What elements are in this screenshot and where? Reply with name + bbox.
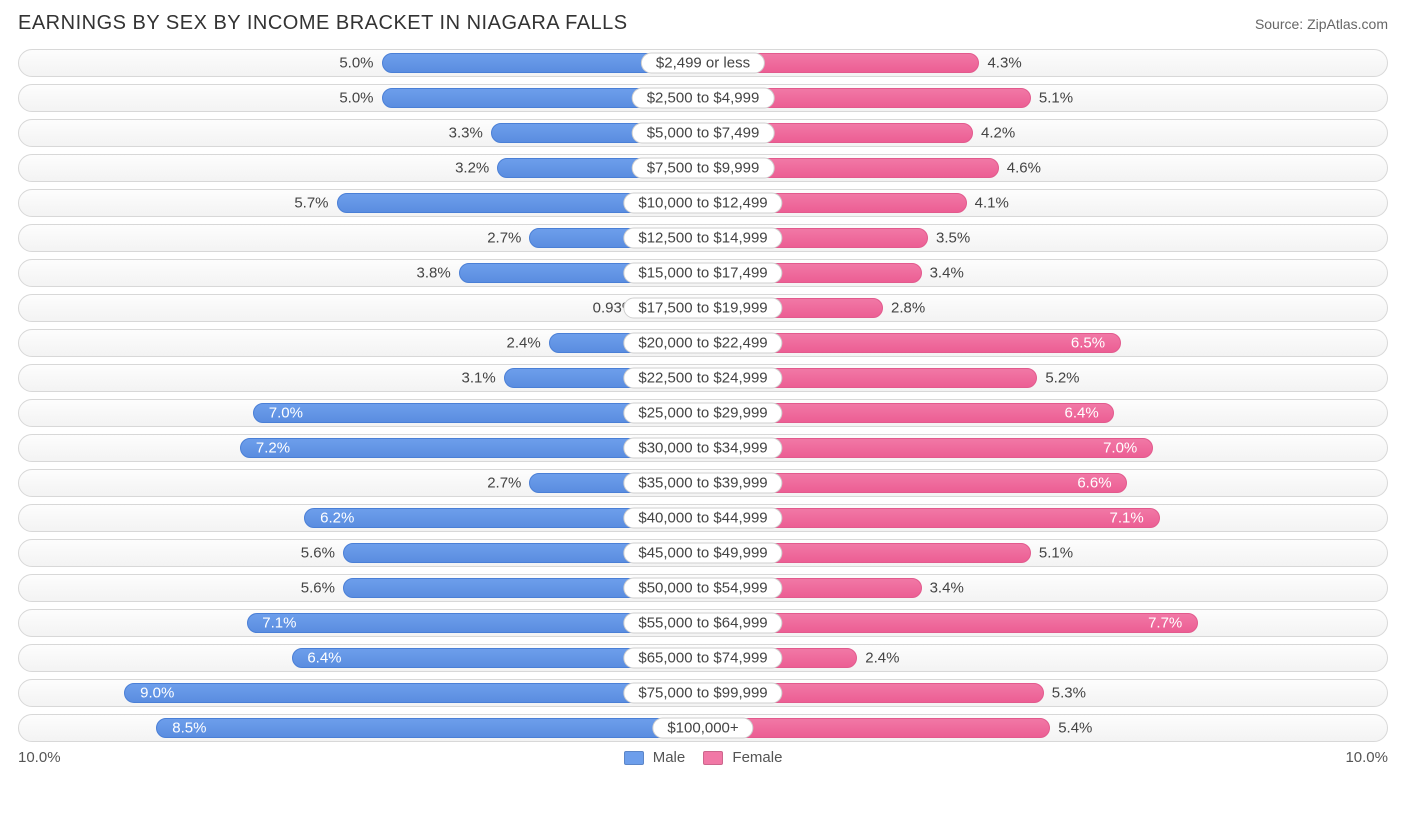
legend-female: Female (703, 749, 782, 766)
category-label: $100,000+ (652, 718, 753, 739)
bar-male (124, 683, 703, 703)
category-label: $17,500 to $19,999 (623, 298, 782, 319)
value-female: 6.5% (1071, 335, 1105, 352)
category-label: $20,000 to $22,499 (623, 333, 782, 354)
chart-row: $5,000 to $7,499 3.3% 4.2% (18, 119, 1388, 147)
category-label: $25,000 to $29,999 (623, 403, 782, 424)
legend-female-label: Female (732, 749, 782, 766)
category-label: $15,000 to $17,499 (623, 263, 782, 284)
value-female: 7.7% (1148, 615, 1182, 632)
category-label: $65,000 to $74,999 (623, 648, 782, 669)
chart-row: $15,000 to $17,499 3.8% 3.4% (18, 259, 1388, 287)
category-label: $2,500 to $4,999 (632, 88, 775, 109)
category-label: $40,000 to $44,999 (623, 508, 782, 529)
value-male: 2.4% (507, 335, 541, 352)
chart-row: $55,000 to $64,999 7.1% 7.7% (18, 609, 1388, 637)
value-female: 4.3% (987, 55, 1021, 72)
value-female: 5.2% (1045, 370, 1079, 387)
category-label: $22,500 to $24,999 (623, 368, 782, 389)
value-male: 5.6% (301, 580, 335, 597)
value-female: 2.8% (891, 300, 925, 317)
value-female: 3.5% (936, 230, 970, 247)
chart-row: $35,000 to $39,999 2.7% 6.6% (18, 469, 1388, 497)
value-male: 7.2% (256, 440, 290, 457)
value-male: 6.4% (307, 650, 341, 667)
bar-female (703, 718, 1050, 738)
value-female: 7.1% (1110, 510, 1144, 527)
chart-row: $10,000 to $12,499 5.7% 4.1% (18, 189, 1388, 217)
chart-row: $2,499 or less 5.0% 4.3% (18, 49, 1388, 77)
value-female: 7.0% (1103, 440, 1137, 457)
chart-row: $45,000 to $49,999 5.6% 5.1% (18, 539, 1388, 567)
value-male: 8.5% (172, 720, 206, 737)
chart-row: $75,000 to $99,999 9.0% 5.3% (18, 679, 1388, 707)
chart-row: $30,000 to $34,999 7.2% 7.0% (18, 434, 1388, 462)
chart-footer: 10.0% Male Female 10.0% (18, 749, 1388, 766)
value-female: 5.3% (1052, 685, 1086, 702)
value-female: 5.4% (1058, 720, 1092, 737)
value-female: 6.6% (1077, 475, 1111, 492)
category-label: $7,500 to $9,999 (632, 158, 775, 179)
value-male: 3.3% (449, 125, 483, 142)
value-female: 5.1% (1039, 545, 1073, 562)
category-label: $35,000 to $39,999 (623, 473, 782, 494)
axis-left-label: 10.0% (18, 749, 61, 766)
value-male: 5.7% (294, 195, 328, 212)
value-male: 7.1% (262, 615, 296, 632)
chart-row: $17,500 to $19,9990.93%2.8% (18, 294, 1388, 322)
value-male: 7.0% (269, 405, 303, 422)
category-label: $12,500 to $14,999 (623, 228, 782, 249)
category-label: $45,000 to $49,999 (623, 543, 782, 564)
bar-male (156, 718, 703, 738)
chart-row: $40,000 to $44,999 6.2% 7.1% (18, 504, 1388, 532)
category-label: $75,000 to $99,999 (623, 683, 782, 704)
value-male: 5.0% (339, 55, 373, 72)
chart-source: Source: ZipAtlas.com (1255, 16, 1388, 32)
value-female: 3.4% (930, 265, 964, 282)
category-label: $30,000 to $34,999 (623, 438, 782, 459)
value-female: 2.4% (865, 650, 899, 667)
legend: Male Female (624, 749, 783, 766)
value-male: 9.0% (140, 685, 174, 702)
value-male: 2.7% (487, 230, 521, 247)
chart-row: $7,500 to $9,999 3.2% 4.6% (18, 154, 1388, 182)
chart-row: $65,000 to $74,999 6.4% 2.4% (18, 644, 1388, 672)
value-female: 4.6% (1007, 160, 1041, 177)
tornado-chart: $2,499 or less 5.0% 4.3% $2,500 to $4,999 5.… (18, 49, 1388, 742)
category-label: $10,000 to $12,499 (623, 193, 782, 214)
chart-row: $50,000 to $54,999 5.6% 3.4% (18, 574, 1388, 602)
value-male: 5.6% (301, 545, 335, 562)
category-label: $2,499 or less (641, 53, 765, 74)
value-male: 5.0% (339, 90, 373, 107)
value-female: 5.1% (1039, 90, 1073, 107)
value-male: 6.2% (320, 510, 354, 527)
legend-male-swatch (624, 751, 644, 765)
chart-row: $12,500 to $14,999 2.7% 3.5% (18, 224, 1388, 252)
chart-title: EARNINGS BY SEX BY INCOME BRACKET IN NIA… (18, 12, 628, 35)
legend-male-label: Male (653, 749, 686, 766)
category-label: $55,000 to $64,999 (623, 613, 782, 634)
chart-row: $20,000 to $22,499 2.4% 6.5% (18, 329, 1388, 357)
legend-female-swatch (703, 751, 723, 765)
category-label: $5,000 to $7,499 (632, 123, 775, 144)
value-male: 3.1% (461, 370, 495, 387)
chart-header: EARNINGS BY SEX BY INCOME BRACKET IN NIA… (18, 12, 1388, 35)
chart-row: $25,000 to $29,999 7.0% 6.4% (18, 399, 1388, 427)
chart-row: $100,000+ 8.5% 5.4% (18, 714, 1388, 742)
value-female: 4.1% (975, 195, 1009, 212)
axis-right-label: 10.0% (1345, 749, 1388, 766)
chart-row: $22,500 to $24,999 3.1% 5.2% (18, 364, 1388, 392)
chart-row: $2,500 to $4,999 5.0% 5.1% (18, 84, 1388, 112)
value-female: 6.4% (1064, 405, 1098, 422)
value-female: 4.2% (981, 125, 1015, 142)
value-male: 3.2% (455, 160, 489, 177)
value-female: 3.4% (930, 580, 964, 597)
value-male: 2.7% (487, 475, 521, 492)
legend-male: Male (624, 749, 686, 766)
category-label: $50,000 to $54,999 (623, 578, 782, 599)
value-male: 3.8% (416, 265, 450, 282)
